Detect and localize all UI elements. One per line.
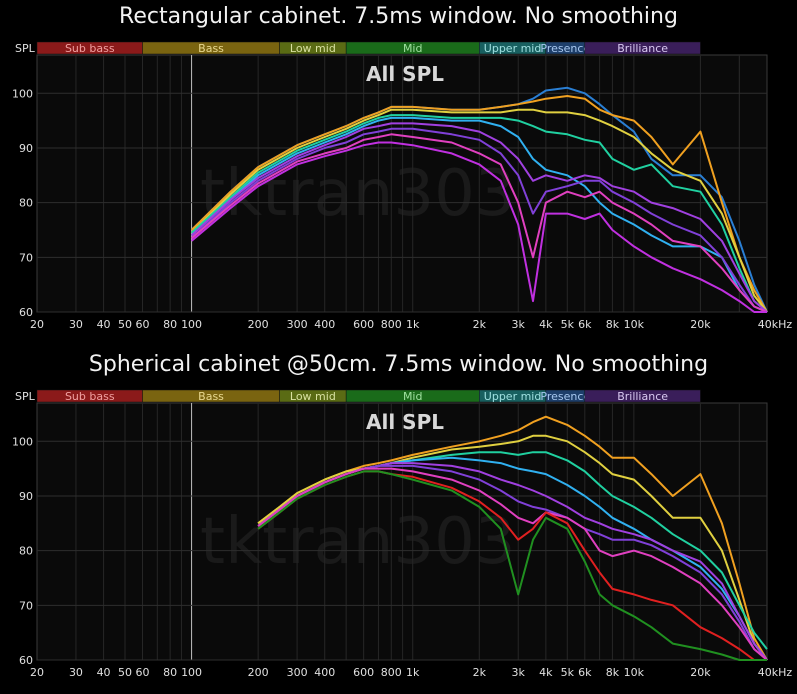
series-line (190, 127, 768, 313)
x-tick-label: 60 (136, 666, 150, 679)
series-line (190, 141, 767, 313)
y-tick-label: 70 (19, 599, 33, 612)
x-tick-label: 3k (512, 666, 526, 679)
y-tick-label: 90 (19, 490, 33, 503)
x-tick-label: 5k (561, 318, 575, 331)
x-tick-label: 50 (118, 666, 132, 679)
chart-panel-top: Rectangular cabinet. 7.5ms window. No sm… (12, 4, 793, 331)
x-tick-label: 6k (578, 666, 592, 679)
x-tick-label: 20k (690, 318, 711, 331)
band-label: Brilliance (617, 390, 668, 403)
band-label: Presence (540, 42, 590, 55)
x-tick-label: 2k (473, 318, 487, 331)
series-line (190, 116, 768, 313)
series-line (190, 133, 768, 313)
watermark: tktran303 (200, 505, 516, 579)
x-tick-label: 400 (314, 318, 335, 331)
y-tick-label: 60 (19, 654, 33, 667)
x-tick-label: 10k (624, 666, 645, 679)
x-tick-label: 3k (512, 318, 526, 331)
x-tick-label: 200 (248, 318, 269, 331)
series-line (257, 467, 768, 661)
x-tick-label: 10k (624, 318, 645, 331)
x-tick-label: 400 (314, 666, 335, 679)
series-line (190, 95, 768, 313)
x-tick-label: 4k (539, 318, 553, 331)
band-label: Bass (198, 42, 224, 55)
y-tick-label: 100 (12, 87, 33, 100)
chart-title: Spherical cabinet @50cm. 7.5ms window. N… (88, 352, 709, 377)
band-label: Upper mid (484, 390, 542, 403)
x-tick-label: 80 (163, 666, 177, 679)
x-tick-label: 1k (406, 666, 420, 679)
band-label: Low mid (290, 390, 336, 403)
x-tick-label: 600 (353, 666, 374, 679)
series-line (257, 470, 767, 661)
x-tick-label: 20 (30, 318, 44, 331)
x-tick-label: 20k (690, 666, 711, 679)
x-tick-label: 800 (381, 318, 402, 331)
y-tick-label: 90 (19, 142, 33, 155)
x-tick-label: 80 (163, 318, 177, 331)
band-label: Low mid (290, 42, 336, 55)
chart-panel-bottom: Spherical cabinet @50cm. 7.5ms window. N… (0, 348, 797, 694)
x-tick-label: 20 (30, 666, 44, 679)
band-brilliance (584, 41, 701, 55)
plot-subtitle: All SPL (366, 410, 444, 434)
x-tick-label: 40 (97, 318, 111, 331)
plot-subtitle: All SPL (366, 62, 444, 86)
chart-title: Rectangular cabinet. 7.5ms window. No sm… (119, 4, 678, 29)
y-tick-label: 80 (19, 545, 33, 558)
band-label: Sub bass (65, 390, 115, 403)
series-line (257, 434, 768, 661)
band-label: Bass (198, 390, 224, 403)
series-line (190, 108, 768, 313)
y-tick-label: 70 (19, 251, 33, 264)
x-tick-label: 300 (287, 318, 308, 331)
band-label: Sub bass (65, 42, 115, 55)
x-tick-label: 30 (69, 666, 83, 679)
x-axis-unit: 40kHz (758, 318, 793, 331)
band-label: Presence (540, 390, 590, 403)
band-brilliance (584, 389, 701, 403)
y-tick-label: 60 (19, 306, 33, 319)
x-tick-label: 100 (181, 318, 202, 331)
x-tick-label: 600 (353, 318, 374, 331)
x-axis-unit: 40kHz (758, 666, 793, 679)
x-tick-label: 200 (248, 666, 269, 679)
x-tick-label: 8k (606, 666, 620, 679)
series-line (190, 114, 768, 313)
x-tick-label: 50 (118, 318, 132, 331)
x-tick-label: 4k (539, 666, 553, 679)
x-tick-label: 2k (473, 666, 487, 679)
x-tick-label: 1k (406, 318, 420, 331)
plot-area (36, 402, 768, 661)
series-line (190, 122, 768, 313)
x-tick-label: 100 (181, 666, 202, 679)
y-tick-label: 80 (19, 197, 33, 210)
x-tick-label: 60 (136, 318, 150, 331)
x-tick-label: 300 (287, 666, 308, 679)
y-axis-label: SPL (15, 390, 36, 403)
chart-canvas: tktran303 Sub bass Bass Low mid Mid Upper mid… (12, 389, 793, 679)
band-label: Upper mid (484, 42, 542, 55)
band-label: Brilliance (617, 42, 668, 55)
plot-area (36, 54, 768, 313)
chart-canvas: tktran303 Sub bass Bass Low mid Mid Upper mid… (12, 41, 793, 331)
watermark: tktran303 (200, 157, 516, 231)
x-tick-label: 5k (561, 666, 575, 679)
x-tick-label: 6k (578, 318, 592, 331)
band-label: Mid (403, 390, 423, 403)
y-axis-label: SPL (15, 42, 36, 55)
y-tick-label: 100 (12, 435, 33, 448)
x-tick-label: 800 (381, 666, 402, 679)
band-label: Mid (403, 42, 423, 55)
x-tick-label: 8k (606, 318, 620, 331)
x-tick-label: 30 (69, 318, 83, 331)
x-tick-label: 40 (97, 666, 111, 679)
